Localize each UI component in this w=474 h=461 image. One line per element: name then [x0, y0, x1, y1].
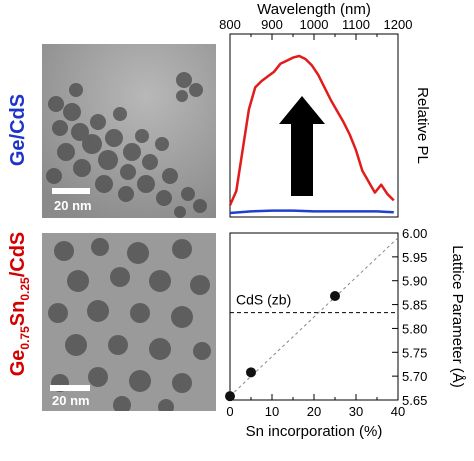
lattice-y-axis-label: Lattice Parameter (Å): [449, 245, 466, 388]
lattice-data-point: [225, 391, 235, 402]
pl-x-tick-label: 800: [219, 17, 241, 32]
scale-bar-top: [52, 188, 90, 194]
lattice-x-tick-label: 10: [265, 404, 279, 419]
lattice-x-tick-label: 0: [226, 404, 233, 419]
pl-series-gesn: [228, 54, 395, 206]
cds-reference-label: CdS (zb): [236, 292, 291, 308]
tem-image-gesn-cds: 20 nm: [42, 233, 216, 411]
lattice-y-tick-label: 5.80: [402, 321, 427, 336]
scale-label-bottom: 20 nm: [52, 393, 90, 408]
lattice-y-tick-label: 5.65: [402, 393, 427, 408]
gesn-ge-text: Ge: [7, 349, 29, 377]
lattice-trendline: [229, 237, 399, 397]
lattice-y-tick-label: 5.70: [402, 369, 427, 384]
lattice-y-tick-label: 6.00: [402, 226, 427, 241]
lattice-data-point: [246, 367, 256, 378]
pl-spectrum-chart: 800 900 1000 1100 1200 Wavelength (nm) Relativ…: [219, 1, 431, 218]
tem-image-ge-cds: 20 nm: [42, 44, 216, 218]
lattice-x-tick-label: 30: [349, 404, 363, 419]
gesn-cds-label: Ge0.75Sn0.25/CdS: [5, 221, 32, 387]
lattice-x-tick-label: 20: [307, 404, 321, 419]
tem-particles-bottom: [42, 233, 216, 411]
pl-x-tick-label: 1200: [384, 17, 413, 32]
lattice-parameter-chart: 0 10 20 30 40 Sn incorporation (%) 5.65 5.70 5.7…: [225, 226, 466, 440]
gesn-sn-text: Sn: [7, 300, 29, 327]
pl-increase-arrow: [279, 96, 325, 196]
gesn-sub1: 0.75: [18, 326, 32, 350]
pl-y-axis-label: Relative PL: [414, 87, 431, 164]
scale-bar-bottom: [50, 385, 90, 391]
lattice-y-tick-label: 5.75: [402, 345, 427, 360]
lattice-data-point: [330, 290, 340, 301]
lattice-y-tick-label: 5.90: [402, 274, 427, 289]
lattice-y-tick-label: 5.85: [402, 298, 427, 313]
pl-x-axis-label: Wavelength (nm): [257, 1, 371, 18]
lattice-y-tick-label: 5.95: [402, 250, 427, 265]
pl-series-ge: [229, 209, 394, 215]
pl-x-tick-label: 1100: [342, 17, 370, 32]
lattice-x-tick-label: 40: [391, 404, 405, 419]
lattice-x-axis-label: Sn incorporation (%): [246, 423, 383, 440]
pl-x-tick-label: 900: [261, 17, 283, 32]
gesn-cds-text: /CdS: [7, 231, 29, 278]
pl-x-tick-label: 1000: [300, 17, 329, 32]
ge-cds-label: Ge/CdS: [7, 93, 29, 167]
gesn-sub2: 0.25: [18, 277, 32, 301]
scale-label-top: 20 nm: [54, 198, 92, 213]
